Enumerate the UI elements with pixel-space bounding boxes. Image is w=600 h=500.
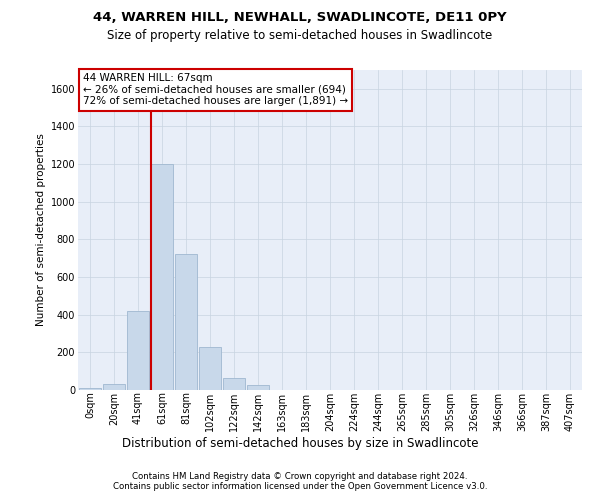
Bar [103, 384, 125, 390]
Bar [79, 388, 101, 390]
Y-axis label: Number of semi-detached properties: Number of semi-detached properties [37, 134, 46, 326]
Text: 44 WARREN HILL: 67sqm
← 26% of semi-detached houses are smaller (694)
72% of sem: 44 WARREN HILL: 67sqm ← 26% of semi-deta… [83, 73, 348, 106]
Text: Size of property relative to semi-detached houses in Swadlincote: Size of property relative to semi-detach… [107, 29, 493, 42]
Bar [127, 311, 149, 390]
Text: Contains public sector information licensed under the Open Government Licence v3: Contains public sector information licen… [113, 482, 487, 491]
Bar [223, 378, 245, 390]
Text: Distribution of semi-detached houses by size in Swadlincote: Distribution of semi-detached houses by … [122, 438, 478, 450]
Text: 44, WARREN HILL, NEWHALL, SWADLINCOTE, DE11 0PY: 44, WARREN HILL, NEWHALL, SWADLINCOTE, D… [93, 11, 507, 24]
Bar [151, 164, 173, 390]
Bar [199, 346, 221, 390]
Text: Contains HM Land Registry data © Crown copyright and database right 2024.: Contains HM Land Registry data © Crown c… [132, 472, 468, 481]
Bar [175, 254, 197, 390]
Bar [247, 386, 269, 390]
